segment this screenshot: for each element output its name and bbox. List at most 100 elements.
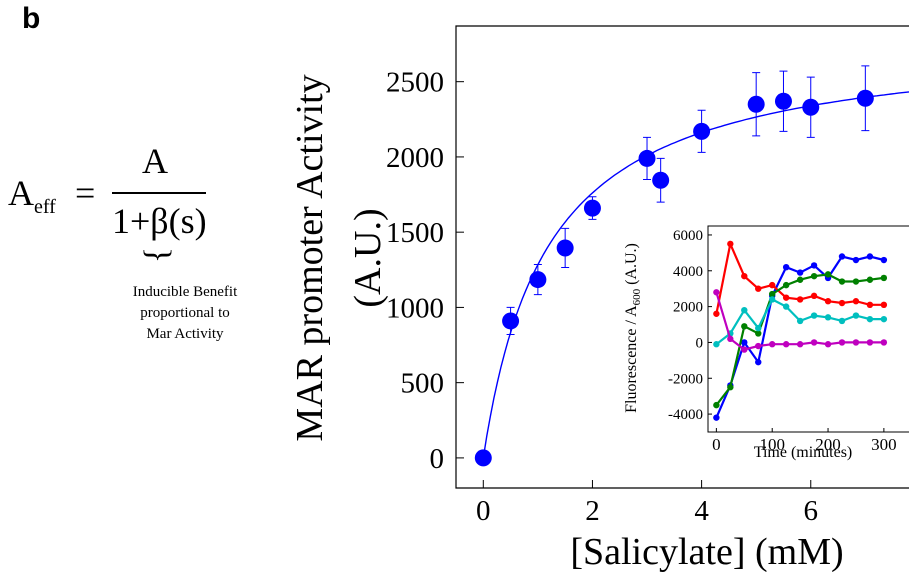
inset-ytick-label: -4000 [668, 407, 703, 423]
equation-equals: = [75, 173, 96, 213]
inset-series-0-point-5 [782, 264, 790, 271]
inset-series-1-point-7 [810, 292, 818, 300]
inset-series-1-point-0 [713, 310, 720, 317]
inset-series-0-point-0 [713, 414, 720, 421]
inset-ytick-label: 2000 [673, 300, 703, 316]
equation-lhs-subscript: eff [34, 196, 56, 219]
inset-series-1-point-5 [782, 294, 790, 301]
inset-series-4-point-7 [810, 339, 818, 346]
inset-series-0-point-10 [852, 256, 860, 264]
note-line-1: Inducible Benefit [132, 284, 238, 300]
data-point-1 [502, 312, 520, 330]
inset-y-label-main: Fluorescence / A [623, 305, 640, 413]
data-point-7 [693, 122, 711, 140]
inset-series-2-point-2 [741, 323, 748, 330]
inset-series-1-point-2 [741, 272, 748, 280]
inset-ytick-label: 4000 [673, 264, 703, 280]
equation-denominator: 1+β(s) [112, 201, 207, 241]
inset-series-3-point-4 [769, 296, 776, 303]
inset-series-1-point-6 [796, 296, 804, 303]
main-xtick-label: 0 [476, 495, 491, 527]
inset-series-3-point-5 [782, 303, 790, 310]
inset-series-2-point-3 [755, 330, 762, 337]
inset-series-0-point-9 [838, 253, 846, 260]
inset-series-4-point-12 [880, 339, 888, 346]
data-point-0 [474, 449, 492, 467]
inset-series-1-point-11 [866, 301, 874, 309]
equation-note: Inducible Benefit proportional to Mar Ac… [100, 282, 270, 345]
data-point-5 [638, 149, 656, 167]
inset-series-2-point-6 [796, 276, 804, 283]
inset-series-3-point-3 [755, 324, 762, 332]
main-x-axis-label: [Salicylate] (mM) [570, 531, 843, 572]
inset-ytick-label: -2000 [668, 371, 703, 387]
inset-series-2-point-10 [852, 278, 860, 285]
fraction-bar [112, 192, 206, 194]
note-line-3: Mar Activity [146, 326, 224, 342]
inset-ytick-label: 6000 [673, 228, 703, 244]
inset-ytick-label: 0 [696, 335, 704, 351]
data-point-10 [802, 98, 820, 116]
inset-series-4-point-5 [782, 341, 790, 348]
inset-series-4-point-9 [838, 339, 846, 346]
inset-series-2-point-8 [824, 271, 832, 278]
inset-y-label-suffix: (A.U.) [623, 243, 640, 289]
main-xtick-label: 2 [585, 495, 600, 527]
inset-series-3-point-11 [866, 315, 874, 323]
panel-label: b [22, 2, 41, 35]
equation-lhs: Aeff [8, 173, 56, 219]
inset-series-3-point-10 [852, 312, 860, 319]
data-point-3 [556, 239, 574, 257]
inset-series-1-point-3 [755, 285, 762, 292]
inset-axes-frame [707, 225, 909, 433]
inset-series-2-point-5 [782, 281, 790, 289]
inset-series-2-point-7 [810, 272, 818, 280]
inset-xtick-label: 300 [871, 435, 897, 454]
main-y-axis-label-line2: (A.U.) [347, 208, 389, 307]
inset-series-2-point-11 [866, 276, 874, 283]
inset-series-3-point-9 [838, 317, 846, 325]
inset-xtick-label: 0 [712, 435, 721, 454]
equation-numerator: A [142, 141, 168, 181]
inset-series-3-point-6 [796, 317, 804, 325]
inset-y-axis-label: Fluorescence / A600 (A.U.) [623, 243, 643, 413]
data-point-6 [652, 171, 670, 189]
data-point-4 [583, 199, 601, 217]
inset-series-4-point-2 [741, 346, 748, 353]
data-point-2 [529, 271, 547, 289]
main-ytick-label: 2000 [386, 142, 444, 174]
inset-series-2-point-12 [880, 274, 888, 282]
inset-series-3-point-12 [880, 315, 888, 323]
inset-series-4-point-8 [824, 341, 832, 348]
main-ytick-label: 1000 [386, 292, 444, 324]
data-point-9 [774, 92, 792, 110]
inset-series-4-point-11 [866, 339, 874, 346]
inset-series-1-point-4 [769, 281, 776, 289]
inset-series-4-point-6 [796, 341, 804, 348]
main-ytick-label: 0 [430, 443, 445, 475]
inset-series-2-point-0 [713, 401, 720, 409]
inset-series-3-point-8 [824, 314, 832, 321]
data-point-8 [747, 95, 765, 113]
inset-series-0-point-2 [741, 339, 748, 346]
main-ytick-label: 2500 [386, 67, 444, 99]
inset-series-0-point-6 [796, 269, 804, 276]
inset-series-4-point-10 [852, 339, 860, 346]
main-ytick-label: 500 [401, 368, 445, 400]
inset-series-0-point-12 [880, 256, 888, 264]
inset-y-label-subscript: 600 [631, 288, 643, 305]
inset-series-1-point-1 [727, 240, 734, 248]
main-xtick-label: 4 [694, 495, 709, 527]
main-ytick-label: 1500 [386, 217, 444, 249]
inset-series-4-point-4 [769, 341, 776, 348]
inset-background [708, 226, 909, 432]
inset-series-1-point-9 [838, 299, 846, 307]
inset-series-4-point-0 [713, 289, 720, 296]
inset-series-3-point-0 [713, 341, 720, 348]
inset-series-1-point-10 [852, 298, 860, 305]
note-line-2: proportional to [140, 305, 230, 321]
inset-series-2-point-9 [838, 278, 846, 285]
inset-series-3-point-7 [810, 312, 818, 319]
inset-series-3-point-2 [741, 306, 748, 314]
